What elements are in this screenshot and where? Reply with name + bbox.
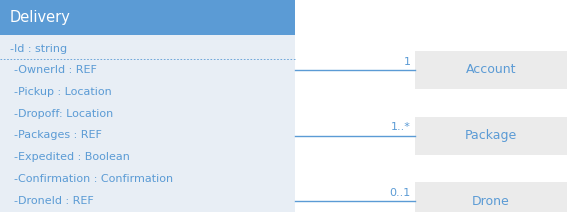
Text: -Dropoff: Location: -Dropoff: Location [14,109,113,119]
Text: 0..1: 0..1 [390,188,411,198]
Bar [0,35,295,212]
Text: Drone: Drone [472,195,510,208]
Text: -Packages : REF: -Packages : REF [14,131,102,141]
Text: Account: Account [466,63,516,77]
Text: -DroneId : REF: -DroneId : REF [14,196,94,206]
Text: Delivery: Delivery [10,10,71,25]
Text: 1..*: 1..* [391,123,411,132]
Text: Package: Package [465,129,517,142]
Text: -Id : string: -Id : string [10,44,67,54]
Text: -OwnerId : REF: -OwnerId : REF [14,65,97,75]
Bar [415,51,567,89]
Text: 1: 1 [404,57,411,67]
Bar [415,117,567,155]
Text: -Confirmation : Confirmation: -Confirmation : Confirmation [14,174,173,184]
Text: -Expedited : Boolean: -Expedited : Boolean [14,152,130,162]
Text: -Pickup : Location: -Pickup : Location [14,87,112,97]
Bar [415,182,567,212]
Bar [0,0,295,35]
